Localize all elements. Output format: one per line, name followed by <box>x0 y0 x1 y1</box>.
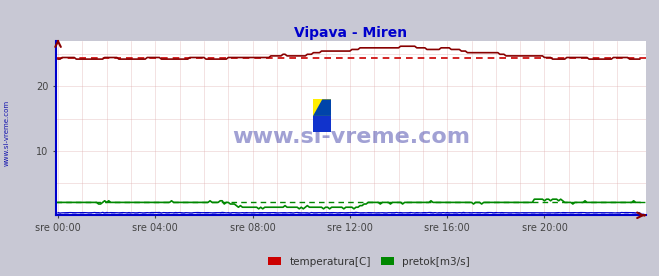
Text: www.si-vreme.com: www.si-vreme.com <box>232 127 470 147</box>
Title: Vipava - Miren: Vipava - Miren <box>295 26 407 40</box>
Legend: temperatura[C], pretok[m3/s]: temperatura[C], pretok[m3/s] <box>264 253 474 271</box>
Polygon shape <box>313 116 331 132</box>
Text: www.si-vreme.com: www.si-vreme.com <box>3 99 10 166</box>
Polygon shape <box>313 99 331 116</box>
Polygon shape <box>313 99 331 116</box>
